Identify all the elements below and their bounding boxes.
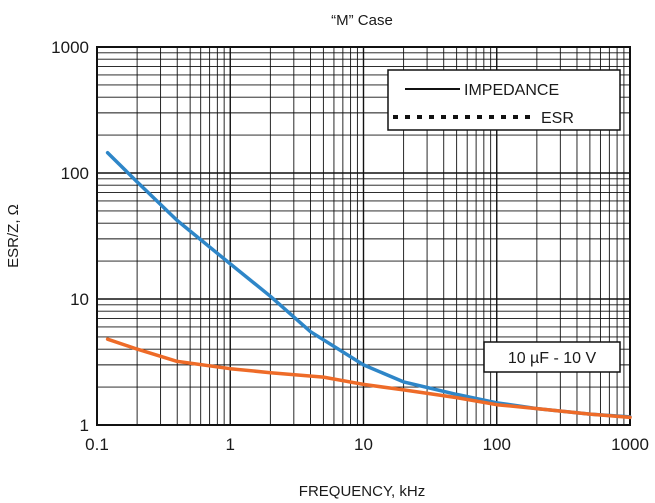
series-line-esr [105,337,632,420]
x-axis-label: FREQUENCY, kHz [299,483,425,500]
annotation-box [483,341,621,373]
x-tick-label: 100 [483,435,511,454]
plot-frame [96,46,631,426]
annotation-label: 10 µF - 10 V [508,350,597,367]
legend-box [387,69,621,131]
x-tick-label: 1000 [611,435,649,454]
legend-impedance-label: IMPEDANCE [464,82,559,99]
y-tick-label: 100 [61,164,89,183]
chart-title: “M” Case [331,12,393,29]
y-tick-label: 10 [70,290,89,309]
y-tick-label: 1 [80,416,89,435]
x-tick-label: 0.1 [85,435,109,454]
x-tick-label: 10 [354,435,373,454]
legend: IMPEDANCE ESR [387,69,621,131]
series [105,150,632,420]
x-tick-label: 1 [226,435,235,454]
y-tick-label: 1000 [51,38,89,57]
capacitor-rating-annotation: 10 µF - 10 V [483,341,621,373]
legend-esr-label: ESR [541,110,574,127]
y-axis-label: ESR/Z, Ω [5,204,22,268]
